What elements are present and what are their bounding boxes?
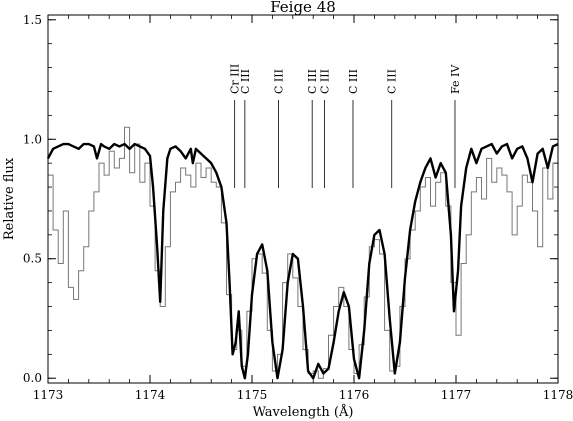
y-axis-title: Relative flux <box>2 157 17 240</box>
model-spectrum-line <box>46 142 559 380</box>
line-mark-label: C III <box>386 69 399 94</box>
y-tick-label: 1.5 <box>23 13 42 27</box>
line-mark-label: Fe IV <box>449 64 462 94</box>
observed-spectrum-line <box>48 126 559 379</box>
axes: 1173 1174 1175 1176 1177 1178 0.0 0.5 1.0 1.5 <box>23 13 573 402</box>
line-mark-label: Cr III <box>229 64 242 94</box>
line-mark-label: C III <box>239 69 252 94</box>
x-tick-label: 1175 <box>237 388 268 402</box>
y-tick-label: 0.0 <box>23 371 42 385</box>
x-tick-label: 1174 <box>135 388 166 402</box>
x-tick-label: 1173 <box>33 388 64 402</box>
x-axis-title: Wavelength (Å) <box>253 404 354 420</box>
line-mark-label: C III <box>347 69 360 94</box>
line-mark-label: C III <box>273 69 286 94</box>
x-tick-label: 1178 <box>543 388 573 402</box>
line-mark-label: C III <box>318 69 331 94</box>
line-mark-label: C III <box>306 69 319 94</box>
x-tick-label: 1176 <box>339 388 370 402</box>
plot-frame <box>47 14 559 384</box>
x-tick-label: 1177 <box>441 388 472 402</box>
chart-title: Feige 48 <box>270 0 336 16</box>
plot-data <box>46 126 559 380</box>
y-tick-label: 0.5 <box>23 252 42 266</box>
y-tick-label: 1.0 <box>23 132 42 146</box>
